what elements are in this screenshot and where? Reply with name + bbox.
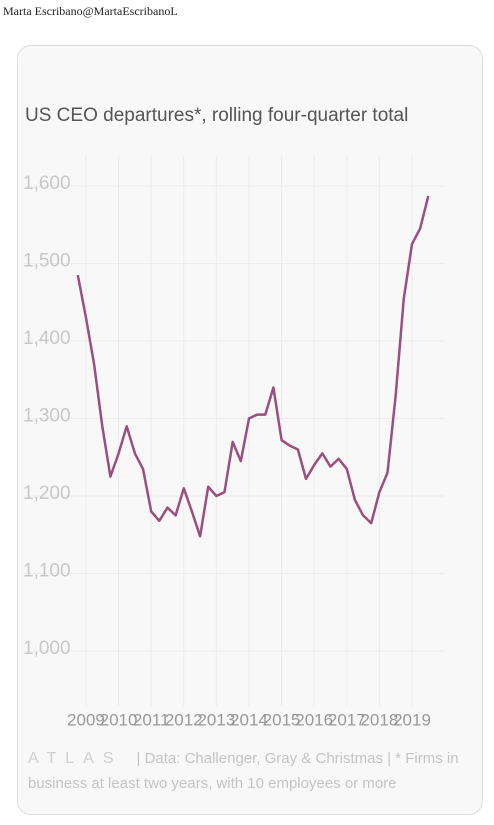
author: Marta Escribano@MartaEscribanoL	[3, 4, 178, 18]
x-tick-label: 2010	[100, 710, 138, 729]
y-tick-label: 1,000	[23, 638, 71, 659]
y-tick-label: 1,200	[23, 483, 71, 504]
x-tick-label: 2015	[263, 710, 301, 729]
x-tick-label: 2014	[230, 710, 268, 729]
chart-title: US CEO departures*, rolling four-quarter…	[25, 105, 408, 126]
source: | Data: Challenger, Gray & Christmas | *…	[28, 750, 459, 792]
y-tick-label: 1,300	[23, 406, 71, 427]
data-line	[76, 195, 430, 538]
x-tick-label: 2018	[360, 710, 398, 729]
y-tick-label: 1,600	[23, 173, 71, 194]
x-tick-label: 2012	[165, 710, 203, 729]
chart-card: US CEO departures*, rolling four-quarter…	[17, 45, 483, 815]
x-tick-label: 2016	[295, 710, 333, 729]
chart: US CEO departures*, rolling four-quarter…	[23, 105, 445, 729]
x-tick-label: 2019	[393, 710, 431, 729]
x-tick-label: 2009	[67, 710, 105, 729]
x-tick-label: 2013	[197, 710, 235, 729]
x-tick-label: 2017	[328, 710, 366, 729]
y-tick-label: 1,400	[23, 328, 71, 349]
y-tick-label: 1,100	[23, 561, 71, 582]
logo: ATLAS	[28, 750, 123, 767]
footer: ATLAS | Data: Challenger, Gray & Christma…	[28, 746, 478, 796]
x-tick-label: 2011	[133, 710, 170, 729]
y-tick-label: 1,500	[23, 251, 71, 272]
